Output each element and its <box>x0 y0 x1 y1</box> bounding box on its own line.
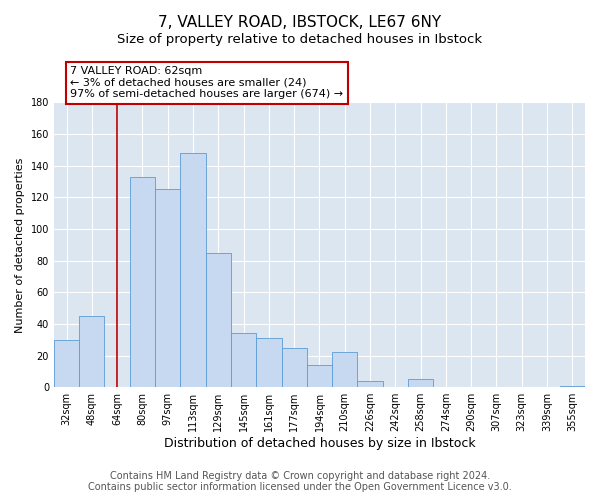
Text: Contains HM Land Registry data © Crown copyright and database right 2024.
Contai: Contains HM Land Registry data © Crown c… <box>88 471 512 492</box>
Bar <box>155 190 181 387</box>
Bar <box>54 340 79 387</box>
Bar <box>358 381 383 387</box>
Bar <box>560 386 585 387</box>
Bar <box>281 348 307 387</box>
X-axis label: Distribution of detached houses by size in Ibstock: Distribution of detached houses by size … <box>164 437 475 450</box>
Y-axis label: Number of detached properties: Number of detached properties <box>15 157 25 332</box>
Bar <box>130 177 155 387</box>
Bar <box>206 253 231 387</box>
Text: 7, VALLEY ROAD, IBSTOCK, LE67 6NY: 7, VALLEY ROAD, IBSTOCK, LE67 6NY <box>158 15 442 30</box>
Bar <box>307 365 332 387</box>
Bar <box>231 334 256 387</box>
Text: Size of property relative to detached houses in Ibstock: Size of property relative to detached ho… <box>118 32 482 46</box>
Bar <box>256 338 281 387</box>
Bar <box>408 380 433 387</box>
Text: 7 VALLEY ROAD: 62sqm
← 3% of detached houses are smaller (24)
97% of semi-detach: 7 VALLEY ROAD: 62sqm ← 3% of detached ho… <box>70 66 343 100</box>
Bar <box>181 153 206 387</box>
Bar <box>332 352 358 387</box>
Bar <box>79 316 104 387</box>
